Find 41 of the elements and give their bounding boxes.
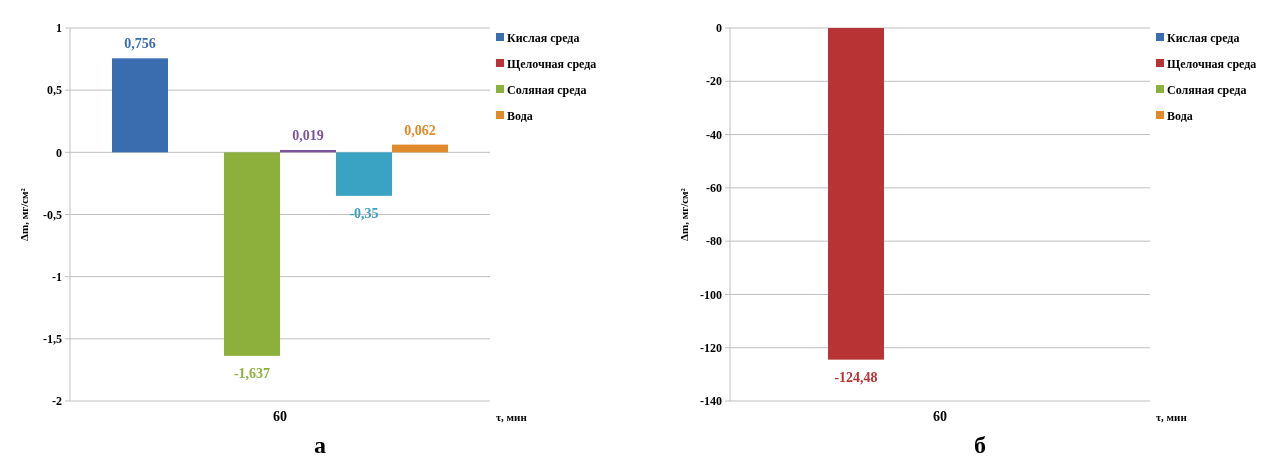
y-tick-label: -40 — [706, 127, 722, 142]
legend-label: Кислая среда — [507, 31, 580, 46]
text: а — [314, 432, 326, 458]
x-tick-label: 60 — [273, 409, 287, 424]
legend-label: Соляная среда — [1167, 83, 1247, 98]
bar — [112, 58, 168, 153]
y-tick-label: -2 — [52, 394, 62, 409]
x-axis-title: τ, мин — [496, 411, 528, 423]
legend-label: Вода — [507, 109, 533, 124]
y-tick-label: -1 — [52, 269, 62, 284]
data-label: -1,637 — [233, 365, 271, 381]
y-tick-label: -80 — [706, 234, 722, 249]
text: б — [974, 432, 986, 458]
data-label: 0,019 — [292, 127, 324, 143]
data-label: -0,35 — [349, 205, 379, 221]
data-label: 0,062 — [404, 122, 436, 138]
y-tick-label: -120 — [700, 340, 722, 355]
data-label: -124,48 — [834, 369, 878, 385]
bar — [336, 152, 392, 196]
y-tick-label: 1 — [56, 21, 62, 36]
y-tick-label: -140 — [700, 394, 722, 409]
data-label: 0,756 — [124, 36, 156, 52]
y-tick-label: 0,5 — [47, 83, 62, 98]
y-tick-label: -100 — [700, 287, 722, 302]
legend-label: Щелочная среда — [507, 57, 597, 72]
y-tick-label: -1,5 — [43, 332, 62, 347]
y-tick-label: 0 — [56, 145, 62, 160]
bar — [224, 152, 280, 356]
bar — [392, 144, 448, 153]
y-tick-label: 0 — [716, 21, 722, 36]
legend-label: Вода — [1167, 109, 1193, 124]
y-tick-label: -20 — [706, 74, 722, 89]
x-tick-label: 60 — [933, 409, 947, 424]
y-tick-label: -0,5 — [43, 207, 62, 222]
legend-label: Кислая среда — [1167, 31, 1240, 46]
y-axis-title: Δm, мг/см² — [18, 187, 30, 241]
legend-label: Щелочная среда — [1167, 57, 1257, 72]
x-axis-title: τ, мин — [1156, 411, 1188, 423]
y-tick-label: -60 — [706, 181, 722, 196]
legend-label: Соляная среда — [507, 83, 587, 98]
y-axis-title: Δm, мг/см² — [678, 187, 690, 241]
